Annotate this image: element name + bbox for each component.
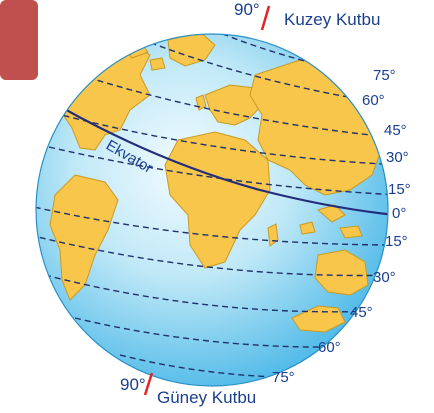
corner-tab (0, 0, 38, 80)
equator-line (39, 94, 388, 217)
land-south-america (49, 174, 119, 301)
south-pole-degree: 90° (120, 375, 146, 394)
latitude-label-75s: 75° (272, 369, 295, 386)
south-pole-mark (143, 372, 154, 396)
north-pole-degree: 90° (234, 0, 260, 19)
equator-degree-label: 0° (392, 205, 406, 222)
north-pole-name: Kuzey Kutbu (284, 10, 380, 29)
land-australia (314, 249, 369, 296)
latitude-line-60s (74, 317, 388, 348)
south-pole-name: Güney Kutbu (157, 388, 256, 407)
latitude-line-45s (44, 274, 388, 313)
latitude-line-30s (36, 234, 388, 277)
latitude-line-60n (94, 34, 388, 106)
latitude-label-30s: 30° (373, 269, 396, 286)
latitude-label-45n: 45° (384, 122, 407, 139)
land-antarctic-fragment (291, 305, 346, 333)
latitude-line-15n (36, 139, 388, 196)
latitude-label-60s: 60° (318, 339, 341, 356)
north-pole-mark (260, 5, 271, 31)
latitude-label-75n: 75° (373, 67, 396, 84)
latitude-label-30n: 30° (386, 149, 409, 166)
latitude-label-60n: 60° (362, 92, 385, 109)
land-new-zealand (377, 287, 387, 303)
land-greenland (167, 34, 216, 67)
globe-outline (35, 33, 389, 387)
land-southeast-asia-islands (299, 204, 363, 239)
land-africa (164, 131, 271, 269)
latitude-line-30n (36, 104, 388, 166)
land-europe (204, 84, 263, 126)
latitude-line-15s (36, 204, 388, 246)
latitude-line-75s (119, 354, 371, 379)
latitude-label-45s: 45° (350, 304, 373, 321)
latitude-label-15s: 15° (385, 233, 408, 250)
latitude-label-15n: 15° (388, 181, 411, 198)
